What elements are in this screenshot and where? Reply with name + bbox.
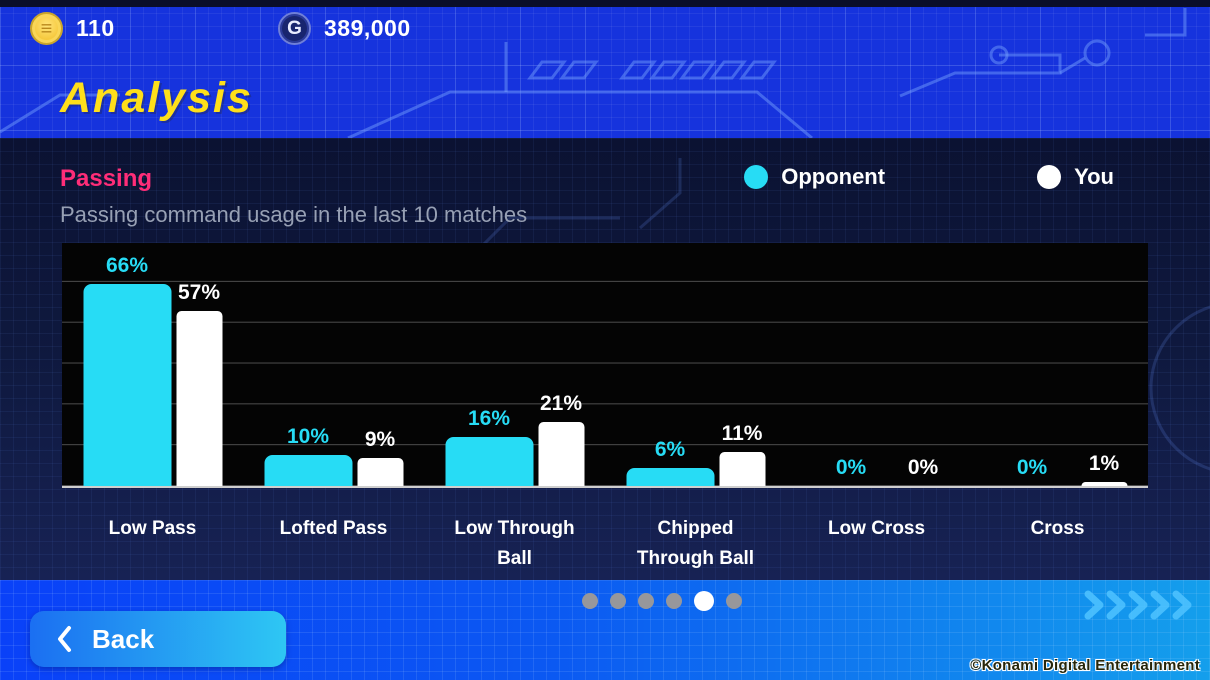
- category-label: Low Pass: [108, 518, 197, 539]
- chart-slot: 0% 0%: [786, 243, 967, 486]
- bar-value-label: 16%: [467, 407, 511, 430]
- category-label: Lofted Pass: [279, 518, 388, 539]
- bar-chart: 66% 57% 10% 9% 16% 21% 6% 11% 0% 0% 0% 1% Low Pass L…: [62, 243, 1148, 574]
- category-label: Cross: [1030, 518, 1085, 539]
- chart-legend: Opponent You: [744, 164, 1114, 190]
- you-legend-dot-icon: [1037, 165, 1062, 189]
- legend-item-you: You: [1037, 164, 1114, 190]
- page-title: Analysis: [60, 74, 253, 122]
- pagination: [582, 591, 742, 611]
- bar-value-label: 66%: [105, 254, 149, 277]
- pagination-dot-6[interactable]: [726, 593, 742, 609]
- chart-slots: 66% 57% 10% 9% 16% 21% 6% 11% 0% 0% 0% 1%: [62, 243, 1148, 486]
- pagination-dot-5[interactable]: [694, 591, 714, 611]
- pagination-dot-2[interactable]: [610, 593, 626, 609]
- back-button[interactable]: Back: [30, 611, 286, 667]
- pagination-dot-1[interactable]: [582, 593, 598, 609]
- chevron-left-icon: [58, 626, 71, 652]
- bar-you: 57%: [176, 281, 222, 486]
- chart-slot: 16% 21%: [424, 243, 605, 486]
- pagination-dot-3[interactable]: [638, 593, 654, 609]
- analysis-panel: Passing Passing command usage in the las…: [0, 138, 1210, 580]
- gp-coin-icon: G: [278, 12, 311, 45]
- legend-label-you: You: [1074, 164, 1114, 189]
- category-label: Low Through Ball: [454, 518, 575, 569]
- category-label: Low Cross: [827, 518, 926, 539]
- bar-opponent: 16%: [445, 407, 533, 486]
- copyright-text: ©Konami Digital Entertainment: [970, 657, 1200, 674]
- bar-you: 9%: [357, 428, 403, 486]
- bar-value-label: 6%: [654, 438, 686, 461]
- coin-amount: 110: [76, 15, 115, 41]
- bar-opponent: 10%: [264, 425, 352, 486]
- gp-amount: 389,000: [324, 15, 411, 41]
- bar-opponent: 66%: [83, 254, 171, 486]
- bar-you: 21%: [538, 392, 584, 486]
- bar-value-label: 0%: [907, 456, 939, 479]
- chart-plot: 66% 57% 10% 9% 16% 21% 6% 11% 0% 0% 0% 1%: [62, 243, 1148, 488]
- bar-value-label: 21%: [539, 392, 583, 415]
- chart-categories: Low Pass Lofted Pass Low Through Ball Chipp…: [62, 514, 1148, 574]
- coin-icon: ≡: [30, 12, 63, 45]
- chart-slot: 0% 1%: [967, 243, 1148, 486]
- bar-value-label: 10%: [286, 425, 330, 448]
- bar-opponent: 6%: [626, 438, 714, 486]
- header: ≡ 110 G 389,000 Analysis: [0, 0, 1210, 138]
- chart-slot: 10% 9%: [243, 243, 424, 486]
- coin-balance: ≡ 110: [30, 12, 115, 45]
- back-button-label: Back: [92, 623, 155, 654]
- chart-slot: 6% 11%: [605, 243, 786, 486]
- bar-value-label: 0%: [1016, 456, 1048, 479]
- bar-value-label: 0%: [835, 456, 867, 479]
- bar-you: 1%: [1081, 452, 1127, 486]
- pagination-dot-4[interactable]: [666, 593, 682, 609]
- category-label: Chipped Through Ball: [636, 518, 755, 569]
- bottom-bar: Back ©Konami Digital Entertainment: [0, 580, 1210, 680]
- bar-you: 11%: [719, 422, 765, 486]
- legend-label-opponent: Opponent: [781, 164, 886, 189]
- bar-value-label: 9%: [364, 428, 396, 451]
- bar-value-label: 1%: [1088, 452, 1120, 475]
- chart-slot: 66% 57%: [62, 243, 243, 486]
- chart-subtitle: Passing command usage in the last 10 mat…: [60, 202, 528, 227]
- chevrons-right-icon: [1084, 590, 1192, 620]
- legend-item-opponent: Opponent: [744, 164, 885, 190]
- gp-balance: G 389,000: [278, 12, 411, 45]
- opponent-legend-dot-icon: [744, 165, 769, 189]
- section-title: Passing: [60, 165, 153, 192]
- bar-value-label: 11%: [721, 422, 763, 445]
- bar-value-label: 57%: [177, 281, 221, 304]
